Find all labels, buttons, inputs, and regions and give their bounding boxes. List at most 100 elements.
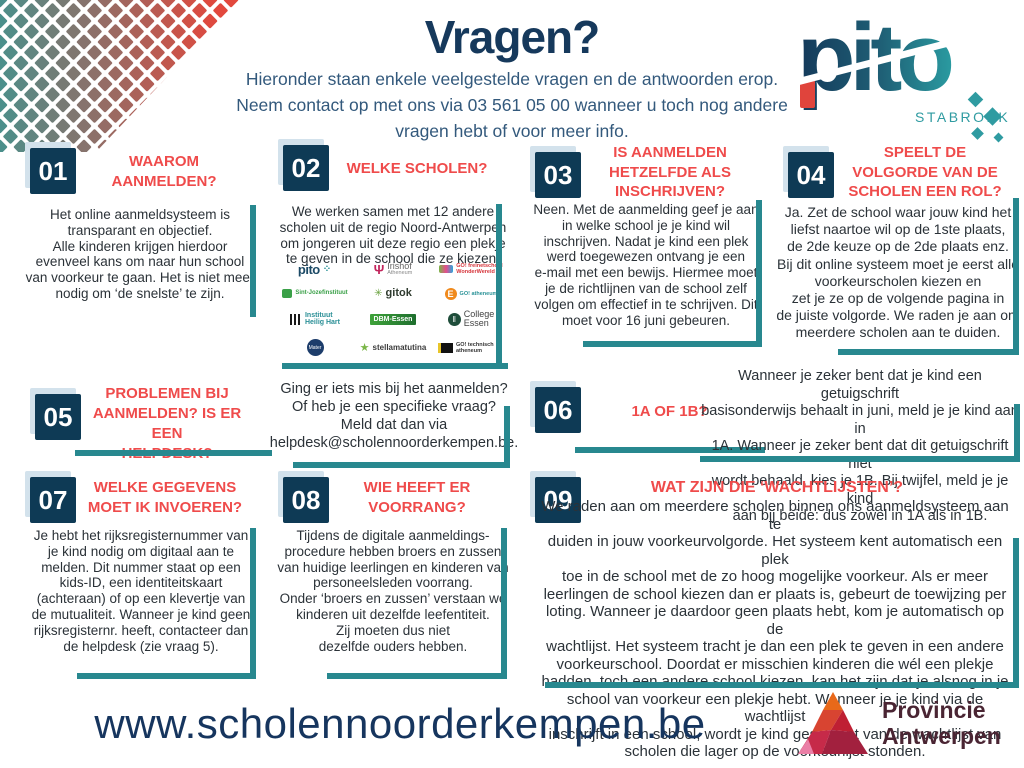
school-logo-wonderwereld: GO! freinetschool WonderWereld xyxy=(439,263,503,276)
question-answer: Tijdens de digitale aanmeldings- procedu… xyxy=(277,528,509,654)
teal-accent-bar xyxy=(250,528,256,673)
question-answer: Je hebt het rijksregisternummer van je k… xyxy=(31,528,251,654)
school-logo-label: Instituut Heilig Hart xyxy=(304,311,340,327)
question-block-06: 06 1A OF 1B? xyxy=(527,378,765,458)
pito-dots-icon: ⁘ xyxy=(322,263,333,275)
question-title: WAAROM AANMELDEN? xyxy=(111,153,217,190)
question-number: 04 xyxy=(796,159,826,190)
question-number: 03 xyxy=(543,159,573,190)
school-logo-irishof: Ψ Irishof Atheneum xyxy=(373,261,413,277)
question-number-badge: 06 xyxy=(535,387,581,433)
teal-accent-bar xyxy=(75,450,272,456)
question-answer: We raden aan om meerdere scholen binnen … xyxy=(541,498,1009,760)
school-logo-pito: pito ⁘ xyxy=(297,261,333,277)
school-logo-label: GO! atheneum xyxy=(459,290,498,297)
provincie-antwerpen-logo: Provincie Antwerpen xyxy=(798,692,1001,754)
school-logo-stella-matutina: ★ stellamatutina xyxy=(360,341,427,354)
wow-icon xyxy=(439,265,454,274)
question-number: 09 xyxy=(543,484,573,515)
question-number: 05 xyxy=(43,401,73,432)
question-answer: Het online aanmeldsysteem is transparant… xyxy=(25,207,255,301)
school-logo-sint-jozefinstituut: Sint-Jozefinstituut xyxy=(282,289,348,299)
question-answer: Ging er iets mis bij het aanmelden? Of h… xyxy=(269,381,519,451)
question-title: IS AANMELDEN HETZELFDE ALS INSCHRIJVEN? xyxy=(609,144,731,200)
website-url: www.scholennoorderkempen.be xyxy=(94,700,706,747)
question-block-07: 07 WELKE GEGEVENS MOET IK INVOEREN? Je h… xyxy=(22,470,260,682)
diamond-pattern-decoration xyxy=(0,0,240,152)
question-title: SPEELT DE VOLGORDE VAN DE SCHOLEN EEN RO… xyxy=(848,144,1002,200)
partner-school-logos: pito ⁘ Ψ Irishof Atheneum GO! freinetscho… xyxy=(277,258,509,360)
pito-stabroek-logo: pito STABROEK xyxy=(795,4,1010,143)
question-answer-block-05: Ging er iets mis bij het aanmelden? Of h… xyxy=(270,380,518,472)
question-number: 01 xyxy=(38,155,68,186)
question-number-badge: 02 xyxy=(283,145,329,191)
teal-accent-bar xyxy=(1013,538,1019,688)
question-title: WELKE GEGEVENS MOET IK INVOEREN? xyxy=(87,479,243,516)
question-number-badge: 07 xyxy=(30,477,76,523)
teal-accent-bar xyxy=(700,456,1018,462)
question-title: WAT ZIJN DIE ‘WACHTLIJSTEN’? xyxy=(650,479,904,496)
province-triangle-icon xyxy=(798,692,868,754)
school-logo-go-technisch-atheneum: GO! technisch atheneum xyxy=(438,342,504,354)
school-logo-mater: Mater xyxy=(306,339,324,357)
question-number: 08 xyxy=(291,484,321,515)
teal-accent-bar xyxy=(838,349,1019,355)
school-logo-college-essen: ‖ College Essen xyxy=(447,309,495,329)
school-logo-label: stellamatutina xyxy=(372,343,427,353)
school-logo-label: Sint-Jozefinstituut xyxy=(295,290,348,297)
school-logo-go-atheneum: E GO! atheneum xyxy=(444,287,498,300)
question-number: 06 xyxy=(543,394,573,425)
province-name: Provincie Antwerpen xyxy=(882,697,1001,749)
school-logo-label: College Essen xyxy=(463,309,495,329)
question-block-09: 09 WAT ZIJN DIE ‘WACHTLIJSTEN’? We raden… xyxy=(527,470,1021,760)
question-number: 07 xyxy=(38,484,68,515)
mater-circle-icon: Mater xyxy=(306,339,324,357)
bird-icon xyxy=(438,342,453,353)
bars-icon xyxy=(289,313,302,325)
teal-accent-bar xyxy=(575,447,765,453)
teal-accent-bar xyxy=(496,204,502,363)
pito-location-label: STABROEK xyxy=(915,109,1010,125)
teal-accent-bar xyxy=(545,682,1019,688)
teal-accent-bar xyxy=(504,406,510,468)
pito-slash-decoration xyxy=(795,24,1008,87)
question-number-badge: 09 xyxy=(535,477,581,523)
school-logo-label: pito xyxy=(297,261,320,277)
question-block-01: 01 WAAROM AANMELDEN? Het online aanmelds… xyxy=(22,145,260,325)
question-block-05: 05 PROBLEMEN BIJ AANMELDEN? IS ER EEN HE… xyxy=(22,382,272,467)
question-answer-block-06: Wanneer je zeker bent dat je kind een ge… xyxy=(700,368,1020,524)
page-title: Vragen? xyxy=(424,11,601,63)
question-number-badge: 05 xyxy=(35,394,81,440)
question-title: 1A OF 1B? xyxy=(631,403,708,420)
teal-accent-bar xyxy=(501,528,507,673)
teal-accent-bar xyxy=(583,341,762,347)
teal-accent-bar xyxy=(756,200,762,347)
school-logo-label: DBM-Essen xyxy=(369,313,417,325)
question-answer: We werken samen met 12 andere scholen ui… xyxy=(279,204,507,267)
question-title: PROBLEMEN BIJ AANMELDEN? IS ER EEN HELPD… xyxy=(92,385,242,462)
orange-e-icon: E xyxy=(444,287,457,300)
school-logo-label: gitok xyxy=(385,287,412,300)
question-answer: Ja. Zet de school waar jouw kind het lie… xyxy=(776,204,1020,341)
question-answer: Wanneer je zeker bent dat je kind een ge… xyxy=(701,368,1019,524)
tulip-icon: Ψ xyxy=(373,261,385,277)
question-number: 02 xyxy=(291,152,321,183)
flower-icon: ✳ xyxy=(374,288,383,300)
question-block-03: 03 IS AANMELDEN HETZELFDE ALS INSCHRIJVE… xyxy=(527,142,765,352)
teal-accent-bar xyxy=(1014,404,1020,462)
question-title: WELKE SCHOLEN? xyxy=(346,160,488,177)
question-number-badge: 08 xyxy=(283,477,329,523)
star-icon: ★ xyxy=(359,342,370,355)
teal-accent-bar xyxy=(327,673,507,679)
school-logo-dbm-essen: DBM-Essen xyxy=(369,313,417,325)
question-block-08: 08 WIE HEEFT ER VOORRANG? Tijdens de dig… xyxy=(275,470,511,682)
question-block-02: 02 WELKE SCHOLEN? We werken samen met 12… xyxy=(275,142,511,372)
question-answer: Neen. Met de aanmelding geef je aan in w… xyxy=(533,202,759,328)
school-logo-label: GO! freinetschool WonderWereld xyxy=(456,263,503,276)
question-block-04: 04 SPEELT DE VOLGORDE VAN DE SCHOLEN EEN… xyxy=(776,142,1020,362)
question-title: WIE HEEFT ER VOORRANG? xyxy=(363,479,471,516)
pito-wordmark: pito xyxy=(797,4,951,111)
question-number-badge: 01 xyxy=(30,148,76,194)
school-logo-label: GO! technisch atheneum xyxy=(456,341,494,354)
